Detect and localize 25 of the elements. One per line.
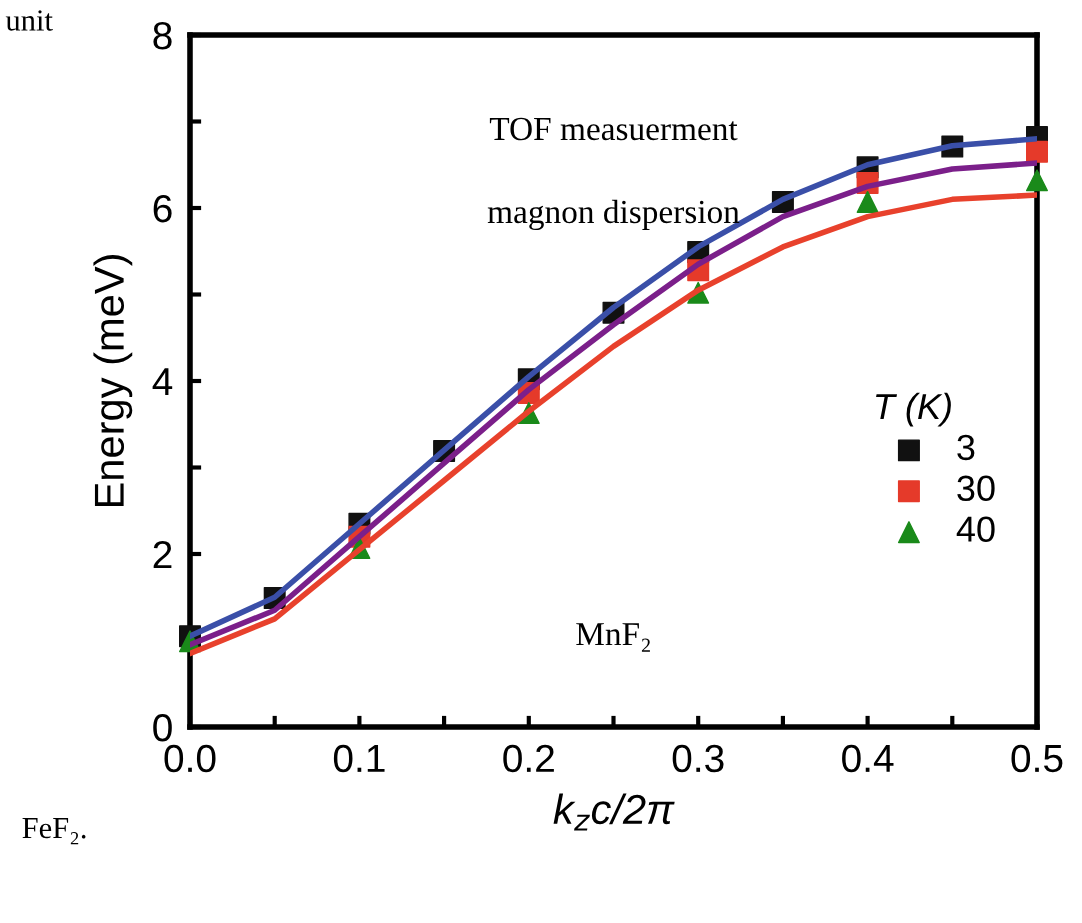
x-tick-label: 0.0 (164, 744, 216, 773)
legend-label: 30 (957, 475, 995, 502)
y-tick-label: 4 (152, 368, 173, 396)
annotation: TOF measuerment (489, 117, 738, 141)
point (1026, 169, 1048, 192)
legend-label: 40 (956, 516, 995, 542)
y-tick-label: 8 (153, 21, 172, 50)
y-tick-label: 2 (153, 540, 172, 569)
legend-title: T (K) (876, 392, 951, 427)
x-axis-title: k$_{z}$c/2π (553, 793, 675, 831)
x-tick-label: 0.4 (842, 744, 894, 773)
x-tick-label: 0.3 (672, 744, 724, 773)
x-tick-label: 0.5 (1011, 744, 1063, 773)
legend-label: 3 (957, 434, 975, 461)
annotation: magnon dispersion (487, 199, 740, 231)
point (1026, 140, 1048, 163)
y-tick-label: 6 (153, 194, 172, 223)
x-tick-label: 0.2 (503, 744, 554, 773)
y-tick-label: 0 (153, 713, 172, 742)
x-tick-label: 0.1 (333, 744, 385, 773)
y-axis-title: Energy (meV) (93, 255, 133, 507)
point (856, 190, 879, 213)
text: FeF₂. (22, 818, 86, 845)
text: unit (5, 10, 53, 31)
annotation: MnF₂ (576, 623, 650, 652)
